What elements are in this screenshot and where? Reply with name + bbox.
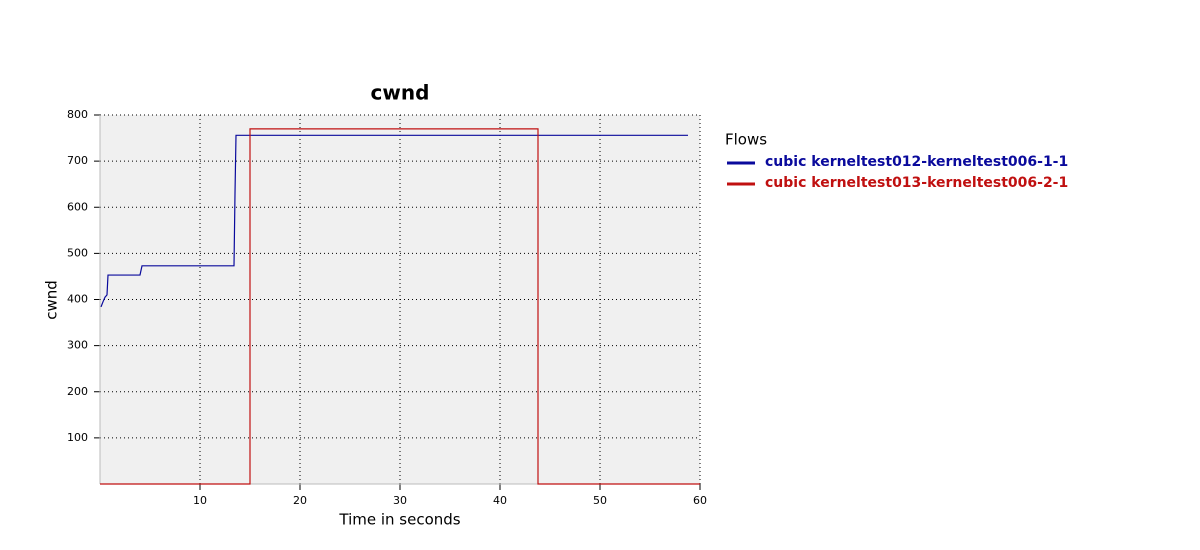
y-tick-label: 700	[67, 154, 88, 167]
x-tick-label: 50	[593, 494, 607, 507]
y-tick-label: 800	[67, 108, 88, 121]
y-tick-label: 500	[67, 246, 88, 259]
y-tick-label: 300	[67, 339, 88, 352]
x-axis-label: Time in seconds	[338, 511, 460, 529]
legend-label: cubic kerneltest013-kerneltest006-2-1	[765, 175, 1068, 191]
y-tick-label: 100	[67, 431, 88, 444]
chart-title: cwnd	[371, 81, 430, 105]
y-tick-label: 200	[67, 385, 88, 398]
y-tick-label: 400	[67, 293, 88, 306]
y-tick-label: 600	[67, 200, 88, 213]
x-tick-label: 10	[193, 494, 207, 507]
series-line	[100, 134, 688, 308]
x-tick-label: 30	[393, 494, 407, 507]
x-tick-label: 20	[293, 494, 307, 507]
series-line	[100, 128, 700, 485]
legend-label: cubic kerneltest012-kerneltest006-1-1	[765, 154, 1068, 170]
x-tick-label: 40	[493, 494, 507, 507]
x-tick-label: 60	[693, 494, 707, 507]
legend-title: Flows	[725, 131, 767, 149]
y-axis-label: cwnd	[43, 280, 61, 320]
